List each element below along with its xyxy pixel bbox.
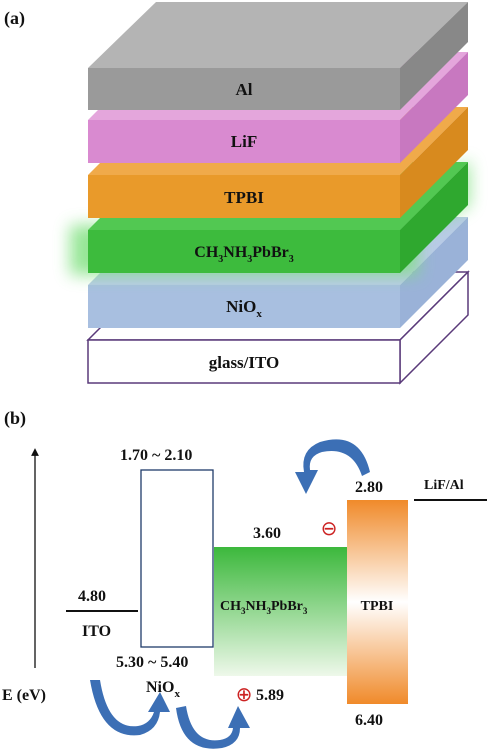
hole-injection-arrow-1 bbox=[90, 680, 170, 736]
layer-niox-label: NiOx bbox=[226, 297, 262, 320]
panel-a-label: (a) bbox=[4, 8, 25, 29]
layer-al: Al bbox=[88, 2, 468, 110]
ito-value: 4.80 bbox=[78, 588, 106, 605]
niox-name: NiOx bbox=[146, 679, 180, 700]
hole-level-value: 5.89 bbox=[256, 687, 284, 704]
perovskite-name: CH3NH3PbBr3 bbox=[220, 599, 308, 616]
perovskite-box bbox=[214, 547, 347, 676]
hole-injection-arrow-2 bbox=[176, 706, 250, 749]
layer-al-label: Al bbox=[236, 80, 253, 99]
layer-tpbi-label: TPBI bbox=[224, 188, 264, 207]
tpbi-box bbox=[347, 500, 408, 704]
electron-injection-arrow bbox=[295, 439, 370, 494]
energy-axis-label: E (eV) bbox=[2, 687, 46, 704]
perovskite-top-value: 3.60 bbox=[253, 525, 281, 542]
niox-box bbox=[140, 469, 214, 648]
tpbi-name: TPBI bbox=[361, 599, 394, 614]
ito-name: ITO bbox=[82, 623, 111, 640]
layer-glass-ito-label: glass/ITO bbox=[209, 353, 280, 372]
panel-b-label: (b) bbox=[4, 408, 26, 429]
layer-lif-label: LiF bbox=[231, 132, 257, 151]
tpbi-bottom-value: 6.40 bbox=[355, 712, 383, 729]
niox-top-value: 1.70 ~ 2.10 bbox=[120, 447, 192, 464]
layer-perovskite-label: CH3NH3PbBr3 bbox=[194, 244, 293, 265]
hole-symbol: ⊕ bbox=[236, 682, 253, 706]
niox-bottom-value: 5.30 ~ 5.40 bbox=[116, 654, 188, 671]
tpbi-top-value: 2.80 bbox=[355, 479, 383, 496]
electron-symbol: ⊖ bbox=[321, 516, 338, 540]
lifal-name: LiF/Al bbox=[424, 478, 464, 493]
